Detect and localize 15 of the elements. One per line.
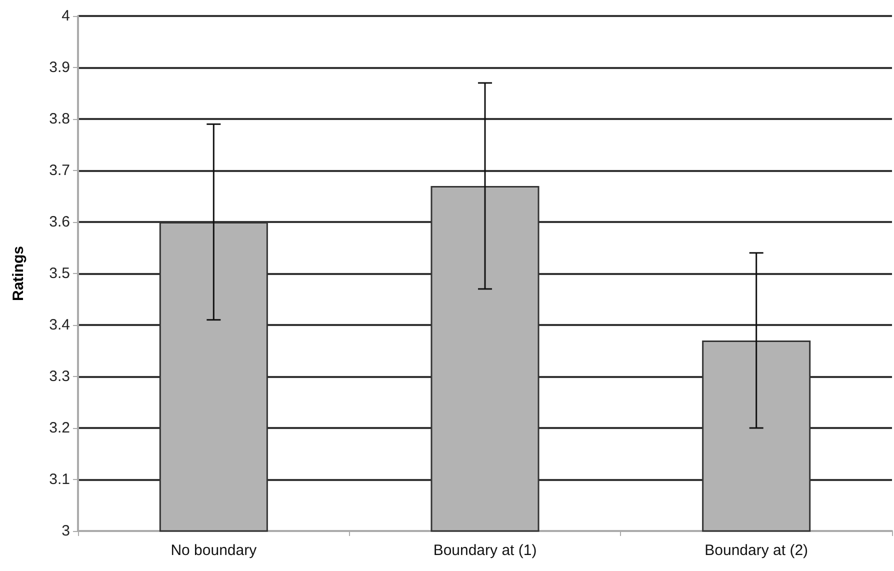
y-tick-label: 3.9 [49,59,70,76]
y-tick-label: 4 [62,8,70,24]
y-tick-label: 3.2 [49,420,70,436]
y-tick-label: 3.5 [49,265,70,282]
y-tick-label: 3.8 [49,110,70,128]
x-tick-label: No boundary [170,542,258,559]
y-tick-label: 3.1 [49,471,70,488]
y-tick-label: 3.7 [49,162,70,179]
y-axis-title: Ratings [10,246,27,302]
x-tick-label: Boundary at (2) [704,542,808,559]
y-tick-label: 3.6 [49,214,70,230]
x-tick-label: Boundary at (1) [433,542,537,559]
y-tick-label: 3.3 [49,368,70,385]
y-tick-label: 3 [62,522,70,540]
y-tick-label: 3.4 [49,316,70,334]
